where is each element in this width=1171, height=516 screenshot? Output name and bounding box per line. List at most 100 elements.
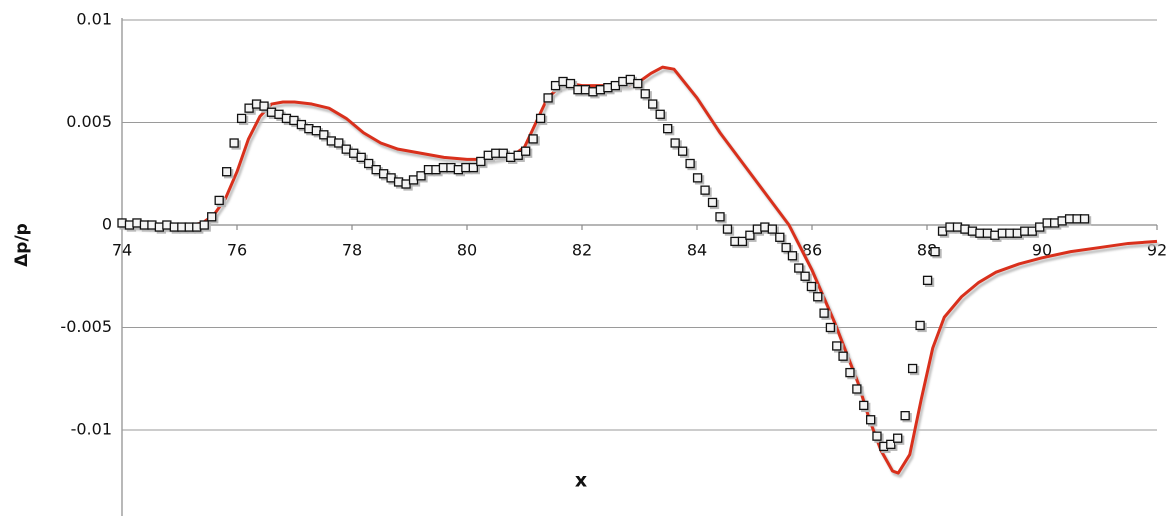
marker: [767, 224, 777, 234]
marker: [117, 218, 127, 228]
marker: [349, 148, 359, 158]
marker: [752, 224, 763, 234]
marker: [214, 195, 224, 206]
marker: [251, 99, 262, 109]
marker: [922, 275, 933, 286]
marker: [356, 152, 366, 163]
marker: [907, 363, 918, 374]
marker: [558, 76, 568, 87]
marker: [859, 400, 869, 411]
marker: [781, 242, 791, 253]
marker: [192, 222, 202, 232]
marker: [930, 246, 940, 257]
marker: [692, 173, 703, 183]
x-tick-label: 78: [342, 241, 362, 260]
y-tick-label: 0.01: [76, 10, 112, 29]
marker: [1042, 218, 1052, 228]
marker: [625, 74, 635, 85]
marker: [169, 222, 179, 232]
marker: [603, 83, 613, 93]
x-tick-label: 82: [572, 241, 592, 260]
marker: [1072, 214, 1082, 224]
marker: [154, 222, 165, 232]
x-tick-label: 92: [1147, 241, 1167, 260]
x-axis-label: x: [575, 470, 587, 492]
marker: [813, 292, 823, 302]
marker: [685, 158, 695, 169]
marker: [393, 177, 404, 187]
marker: [461, 162, 471, 173]
marker: [806, 281, 817, 292]
marker: [124, 220, 135, 230]
marker: [982, 228, 993, 238]
marker: [139, 220, 150, 230]
marker: [528, 134, 538, 144]
marker: [595, 85, 606, 95]
marker: [640, 89, 650, 99]
marker: [893, 433, 903, 443]
marker: [886, 439, 896, 450]
marker: [997, 228, 1007, 238]
y-tick-label: -0.01: [71, 420, 112, 439]
marker: [423, 164, 434, 175]
marker: [1079, 214, 1090, 224]
x-tick-label: 80: [457, 241, 477, 260]
marker: [491, 148, 501, 158]
marker: [550, 80, 561, 91]
marker: [1012, 228, 1022, 238]
marker: [408, 175, 419, 185]
x-tick-label: 74: [112, 241, 132, 260]
marker: [663, 124, 673, 134]
marker: [730, 236, 740, 247]
marker: [476, 156, 486, 167]
marker: [207, 212, 217, 222]
marker: [229, 138, 239, 148]
marker: [1020, 226, 1030, 236]
marker: [364, 158, 374, 169]
marker: [266, 107, 277, 117]
marker: [132, 218, 142, 228]
marker: [431, 164, 441, 175]
marker: [937, 226, 948, 236]
marker: [311, 126, 322, 136]
marker: [737, 236, 748, 247]
marker: [915, 320, 925, 331]
marker: [177, 222, 187, 232]
marker: [838, 351, 848, 361]
marker: [832, 341, 842, 351]
marker: [1035, 222, 1045, 232]
marker: [722, 224, 733, 234]
marker: [438, 162, 449, 173]
marker: [975, 228, 985, 238]
marker: [670, 138, 680, 148]
marker: [707, 197, 718, 208]
marker: [334, 138, 344, 148]
marker: [304, 124, 314, 134]
marker: [787, 251, 798, 261]
marker: [446, 162, 456, 173]
marker: [468, 162, 478, 173]
marker: [386, 173, 396, 183]
marker: [852, 384, 862, 394]
marker: [289, 115, 299, 126]
marker: [281, 113, 292, 124]
marker: [483, 150, 493, 160]
marker: [648, 99, 658, 109]
marker: [416, 171, 426, 181]
marker: [845, 367, 855, 378]
marker: [221, 167, 232, 177]
marker: [800, 271, 810, 281]
marker: [1057, 216, 1067, 226]
marker: [745, 230, 755, 240]
marker: [825, 322, 836, 333]
marker: [655, 109, 665, 119]
marker: [960, 224, 970, 234]
marker: [341, 144, 351, 154]
marker: [866, 415, 876, 425]
marker: [401, 179, 411, 189]
marker: [819, 308, 829, 318]
marker: [453, 164, 464, 175]
y-tick-label: 0.005: [66, 112, 112, 131]
marker: [610, 80, 620, 91]
marker: [296, 119, 307, 130]
